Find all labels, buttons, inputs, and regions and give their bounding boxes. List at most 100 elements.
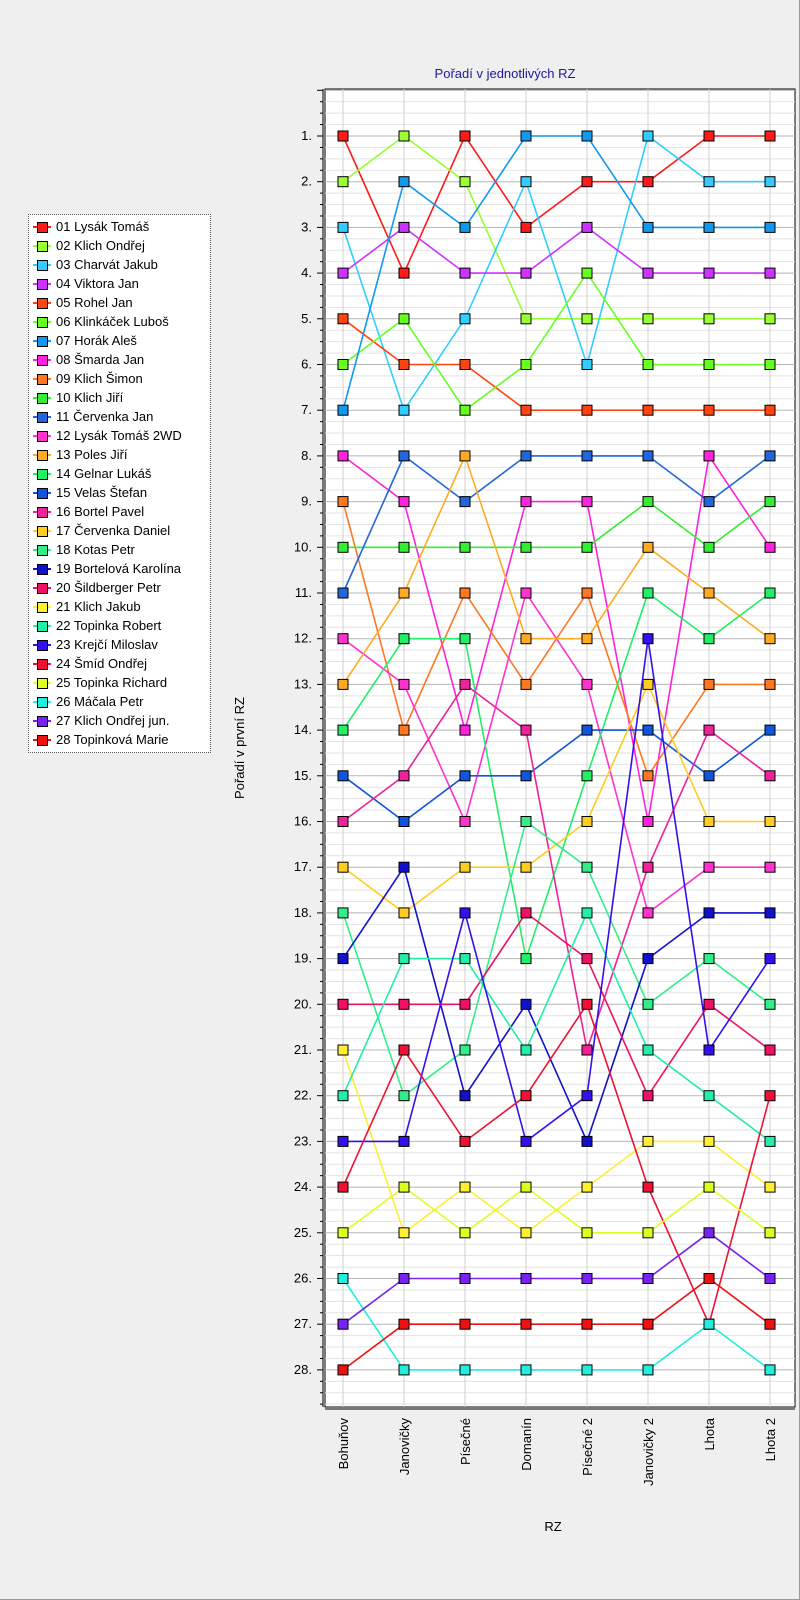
data-point (459, 496, 471, 508)
data-point (398, 1318, 410, 1330)
data-point (337, 633, 349, 645)
data-point (459, 861, 471, 873)
chart-title: Pořadí v jednotlivých RZ (435, 66, 576, 81)
data-point (337, 404, 349, 416)
data-point (581, 998, 593, 1010)
data-point (764, 1181, 776, 1193)
legend-label: 25 Topinka Richard (56, 675, 168, 690)
x-tick-label: Lhota 2 (763, 1418, 778, 1461)
data-point (703, 176, 715, 188)
data-point (459, 724, 471, 736)
y-tick-label: 23. (294, 1133, 312, 1148)
data-point (520, 816, 532, 827)
data-point (520, 998, 532, 1010)
data-point (398, 770, 410, 782)
data-point (581, 1227, 593, 1239)
series-line (342, 226, 770, 274)
legend-label: 28 Topinková Marie (56, 732, 169, 747)
series-13 (337, 450, 776, 690)
data-point (520, 1318, 532, 1330)
data-point (764, 998, 776, 1010)
series-line (343, 638, 771, 1143)
data-point (398, 953, 410, 965)
legend-marker-icon (37, 260, 48, 271)
legend-label: 22 Topinka Robert (56, 618, 162, 633)
legend-marker-icon (37, 697, 48, 708)
series-line (342, 1186, 771, 1234)
y-tick-label: 9. (301, 494, 312, 509)
data-point (337, 678, 349, 690)
data-point (337, 861, 349, 873)
data-point (520, 450, 532, 462)
data-point (337, 770, 349, 782)
data-point (642, 1227, 654, 1239)
data-point (703, 1044, 715, 1056)
data-point (581, 130, 593, 142)
data-point (642, 861, 654, 873)
data-point (703, 313, 715, 325)
legend-item: 28 Topinková Marie (29, 730, 210, 749)
legend-label: 03 Charvát Jakub (56, 257, 158, 272)
series-23 (337, 633, 776, 1147)
data-point (581, 541, 593, 553)
y-tick-label: 27. (294, 1316, 312, 1331)
legend-label: 23 Krejčí Miloslav (56, 637, 158, 652)
data-point (581, 1135, 593, 1147)
data-point (398, 724, 410, 736)
data-point (520, 541, 532, 553)
legend-marker-icon (37, 222, 48, 233)
data-point (520, 1090, 532, 1102)
data-point (581, 770, 593, 782)
legend-marker-icon (37, 640, 48, 651)
data-point (398, 816, 410, 827)
series-3 (337, 130, 776, 416)
series-line (342, 591, 771, 962)
series-7 (337, 130, 776, 416)
data-point (337, 267, 349, 279)
series-line (342, 318, 770, 412)
data-point (642, 404, 654, 416)
legend-marker-icon (37, 659, 48, 670)
data-point (459, 633, 471, 645)
legend-label: 15 Velas Štefan (56, 485, 148, 500)
y-tick-label: 1. (301, 128, 312, 143)
legend-item: 22 Topinka Robert (29, 616, 210, 635)
data-point (642, 130, 654, 142)
series-4 (337, 221, 776, 279)
legend-label: 08 Šmarda Jan (56, 352, 145, 367)
data-point (642, 496, 654, 508)
data-point (642, 816, 654, 827)
data-point (581, 359, 593, 370)
legend-marker-icon (37, 564, 48, 575)
data-point (581, 313, 593, 325)
data-point (398, 1364, 410, 1376)
y-tick-label: 10. (294, 539, 312, 554)
series-lines (337, 130, 776, 1376)
data-point (703, 861, 715, 873)
data-point (459, 587, 471, 599)
data-point (459, 953, 471, 965)
data-point (520, 907, 532, 919)
data-point (581, 176, 593, 188)
data-point (642, 907, 654, 919)
data-point (642, 1364, 654, 1376)
data-point (764, 678, 776, 690)
data-point (764, 907, 776, 919)
data-point (398, 1273, 410, 1284)
series-26 (337, 1273, 776, 1376)
data-point (764, 633, 776, 645)
data-point (398, 907, 410, 919)
data-point (520, 221, 532, 233)
series-line (342, 1231, 771, 1325)
series-line (342, 453, 771, 822)
series-15 (337, 724, 776, 827)
legend-item: 11 Červenka Jan (29, 407, 210, 426)
y-tick-label: 8. (301, 448, 312, 463)
data-point (520, 267, 532, 279)
data-point (764, 1227, 776, 1239)
data-point (520, 633, 532, 645)
legend-item: 05 Rohel Jan (29, 293, 210, 312)
data-point (520, 1181, 532, 1193)
data-point (581, 724, 593, 736)
data-point (642, 221, 654, 233)
